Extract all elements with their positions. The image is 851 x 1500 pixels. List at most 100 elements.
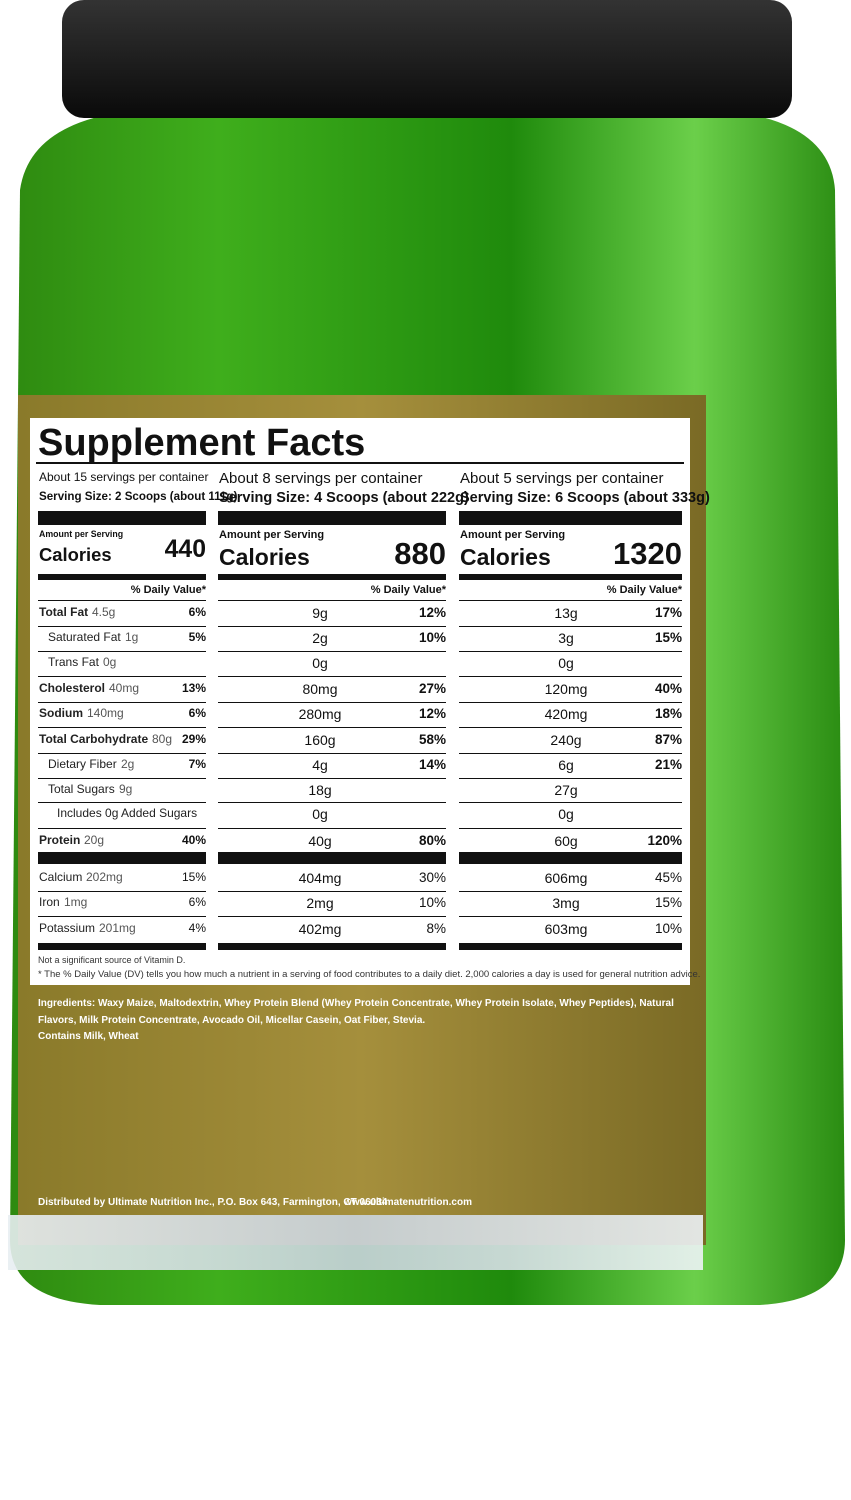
daily-value: 6% [188, 895, 206, 909]
nutrient-name: Total Sugars [48, 782, 115, 796]
rule [459, 802, 682, 803]
nutrient-amount: 402mg [298, 921, 342, 937]
daily-value: 45% [654, 870, 682, 885]
daily-value: 4% [188, 921, 206, 935]
rule [218, 777, 446, 779]
medium-rule [38, 574, 206, 580]
amount-label: Amount per Serving [460, 529, 566, 541]
calories-value: 1320 [613, 536, 682, 571]
nutrient-amount: 140mg [87, 706, 124, 720]
nutrient-amount: 240g [550, 732, 582, 748]
nutrient-amount: 0g [558, 806, 574, 822]
rule [218, 625, 446, 627]
daily-value: 5% [188, 630, 206, 644]
daily-value: 6% [188, 605, 206, 619]
rule [459, 650, 682, 652]
daily-value: 10% [654, 921, 682, 936]
nutrient-name: Saturated Fat [48, 630, 121, 644]
rule [38, 727, 206, 728]
allergens: Contains Milk, Wheat [38, 1031, 139, 1042]
nutrient-amount: 1mg [64, 895, 88, 909]
daily-value: 12% [418, 605, 446, 620]
nutrient-amount: 27g [554, 782, 578, 798]
daily-value: 87% [654, 732, 682, 747]
nutrient-amount: 80mg [302, 681, 338, 697]
rule [218, 650, 446, 652]
nutrient-amount: 0g [312, 806, 328, 822]
rule [218, 727, 446, 728]
ingredients: Ingredients: Waxy Maize, Maltodextrin, W… [38, 998, 674, 1026]
serving-size: Serving Size: 4 Scoops (about 222g) [219, 490, 469, 506]
calories-label: Calories [460, 544, 551, 570]
daily-value: 8% [426, 921, 446, 936]
nutrient-amount: 160g [304, 732, 336, 748]
nutrient-amount: 420mg [544, 706, 588, 722]
nutrient-name: Trans Fat [48, 655, 99, 669]
rule [218, 676, 446, 677]
amount-label: Amount per Serving [219, 529, 325, 541]
thick-rule [218, 511, 446, 525]
rule [459, 827, 682, 829]
nutrient-amount: 4g [312, 757, 328, 773]
serving-size: Serving Size: 2 Scoops (about 111g) [39, 490, 238, 503]
daily-value: 15% [654, 895, 682, 910]
website: www.ultimatenutrition.com [344, 1197, 472, 1208]
daily-value: 7% [188, 757, 206, 771]
nutrient-amount: 3mg [552, 895, 580, 911]
nutrient-name: Protein [39, 833, 81, 847]
footnote: * The % Daily Value (DV) tells you how m… [38, 969, 701, 980]
daily-value: 14% [418, 757, 446, 772]
nutrient-amount: 120mg [544, 681, 588, 697]
rule [38, 701, 206, 703]
daily-value: 40% [654, 681, 682, 696]
calories-label: Calories [219, 544, 310, 570]
thick-rule [459, 852, 682, 864]
nutrient-amount: 18g [308, 782, 332, 798]
rule [459, 777, 682, 779]
nutrient-amount: 3g [558, 630, 574, 646]
rule [38, 777, 206, 779]
rule [38, 752, 206, 754]
rule [459, 701, 682, 703]
rule [38, 802, 206, 803]
servings: About 8 servings per container [219, 470, 423, 487]
daily-value: 27% [418, 681, 446, 696]
calories-label: Calories [39, 544, 112, 565]
medium-rule [218, 574, 446, 580]
thick-rule [218, 852, 446, 864]
nutrient-name: Total Carbohydrate [39, 732, 149, 746]
daily-value: 17% [654, 605, 682, 620]
nutrient-amount: 606mg [544, 870, 588, 886]
nutrient-amount: 2g [312, 630, 328, 646]
rule [38, 650, 206, 652]
calories-value: 440 [164, 536, 206, 563]
daily-value: 10% [418, 630, 446, 645]
nutrient-amount: 2g [121, 757, 135, 771]
rule [459, 600, 682, 601]
rule [218, 827, 446, 829]
medium-rule [218, 943, 446, 950]
rule [459, 676, 682, 677]
daily-value: 15% [654, 630, 682, 645]
nutrient-name: Sodium [39, 706, 83, 720]
nutrient-amount: 4.5g [92, 605, 116, 619]
dv-header: % Daily Value* [130, 584, 206, 596]
thick-rule [38, 511, 206, 525]
nutrient-amount: 40mg [109, 681, 140, 695]
rule [459, 890, 682, 892]
rule [459, 625, 682, 627]
rule [459, 727, 682, 728]
dv-header: % Daily Value* [370, 584, 446, 596]
rule [218, 752, 446, 754]
daily-value: 120% [647, 833, 682, 848]
nutrient-amount: 60g [554, 833, 578, 849]
nutrient-amount: 80g [152, 732, 173, 746]
nutrient-amount: 9g [119, 782, 133, 796]
daily-value: 29% [181, 732, 206, 746]
footnote: Not a significant source of Vitamin D. [38, 955, 186, 965]
serving-size: Serving Size: 6 Scoops (about 333g) [460, 490, 710, 506]
nutrient-amount: 9g [312, 605, 328, 621]
distributor: Distributed by Ultimate Nutrition Inc., … [38, 1197, 388, 1208]
